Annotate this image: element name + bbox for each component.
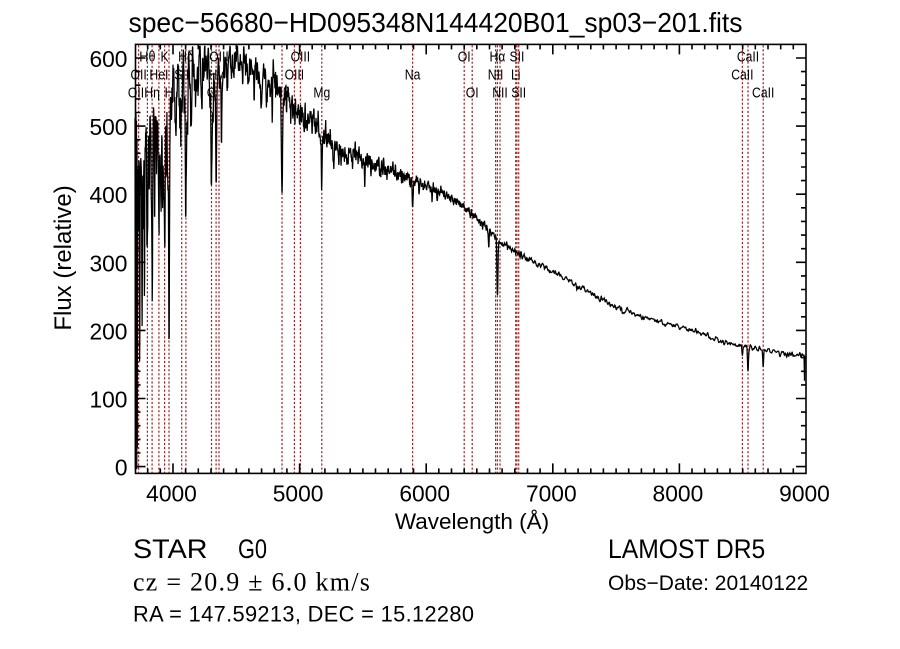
svg-text:Li: Li: [511, 68, 521, 84]
svg-text:4000: 4000: [146, 481, 197, 507]
svg-text:OI: OI: [466, 86, 479, 102]
svg-text:300: 300: [89, 250, 127, 276]
svg-text:K: K: [161, 50, 169, 66]
svg-text:NII: NII: [492, 86, 508, 102]
svg-text:G: G: [207, 86, 217, 102]
svg-text:600: 600: [89, 46, 127, 72]
svg-text:NII: NII: [488, 68, 504, 84]
svg-text:Hγ: Hγ: [209, 68, 225, 84]
svg-text:G0: G0: [238, 534, 267, 564]
svg-text:H: H: [165, 86, 174, 102]
svg-text:Mg: Mg: [313, 86, 330, 102]
svg-text:CaII: CaII: [752, 86, 774, 102]
svg-text:100: 100: [89, 387, 127, 413]
svg-text:9000: 9000: [779, 481, 830, 507]
svg-text:OIII: OIII: [285, 68, 305, 84]
svg-text:Wavelength (Å): Wavelength (Å): [395, 509, 549, 534]
svg-text:SII: SII: [174, 68, 189, 84]
svg-text:Hα: Hα: [489, 50, 505, 66]
svg-text:CaII: CaII: [737, 50, 759, 66]
svg-text:cz = 20.9 ± 6.0 km/s: cz = 20.9 ± 6.0 km/s: [133, 568, 371, 597]
svg-text:HeI: HeI: [149, 68, 168, 84]
svg-text:7000: 7000: [526, 481, 577, 507]
svg-text:Na: Na: [405, 68, 421, 84]
svg-text:Hη: Hη: [144, 86, 160, 102]
svg-text:STAR: STAR: [133, 534, 208, 564]
svg-text:500: 500: [89, 114, 127, 140]
svg-text:6000: 6000: [399, 481, 450, 507]
svg-text:5000: 5000: [273, 481, 324, 507]
svg-text:OII: OII: [131, 68, 147, 84]
svg-text:spec−56680−HD095348N144420B01_: spec−56680−HD095348N144420B01_sp03−201.f…: [129, 7, 743, 38]
svg-text:Flux (relative): Flux (relative): [50, 185, 77, 330]
svg-text:OIII: OIII: [291, 50, 311, 66]
svg-text:RA = 147.59213, DEC = 15.1228: RA = 147.59213, DEC = 15.12280: [133, 602, 474, 627]
svg-text:CaII: CaII: [731, 68, 753, 84]
svg-text:0: 0: [115, 455, 128, 481]
svg-text:SII: SII: [511, 86, 526, 102]
svg-text:8000: 8000: [653, 481, 704, 507]
svg-text:OI: OI: [458, 50, 471, 66]
svg-text:Obs−Date: 20140122: Obs−Date: 20140122: [608, 572, 808, 595]
svg-text:Hδ: Hδ: [178, 50, 194, 66]
svg-text:400: 400: [89, 182, 127, 208]
svg-text:LAMOST DR5: LAMOST DR5: [608, 534, 765, 564]
svg-text:200: 200: [89, 318, 127, 344]
svg-text:SII: SII: [509, 50, 524, 66]
svg-text:Hθ: Hθ: [139, 50, 155, 66]
